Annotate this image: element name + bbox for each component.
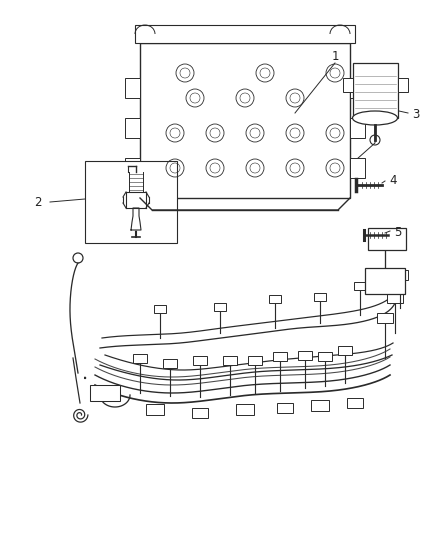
Bar	[154, 305, 166, 313]
Bar	[140, 43, 350, 198]
Bar	[135, 25, 355, 43]
Bar	[353, 63, 398, 118]
Bar	[368, 228, 406, 250]
Bar	[192, 408, 208, 418]
Bar	[223, 356, 237, 365]
Bar	[350, 158, 365, 178]
Bar	[377, 313, 393, 323]
Bar	[354, 282, 366, 290]
Bar	[269, 295, 281, 303]
Bar	[318, 352, 332, 361]
Bar	[133, 354, 147, 363]
Bar	[392, 270, 408, 280]
Text: 1: 1	[331, 50, 339, 62]
Bar	[248, 356, 262, 365]
Bar	[338, 346, 352, 355]
Bar	[365, 268, 405, 294]
Polygon shape	[131, 208, 141, 230]
Text: 3: 3	[412, 109, 420, 122]
Text: 2: 2	[34, 197, 42, 209]
Bar	[125, 78, 140, 98]
Text: 4: 4	[389, 174, 397, 188]
Bar	[146, 404, 164, 415]
Bar	[273, 352, 287, 361]
Bar	[125, 158, 140, 178]
Bar	[125, 118, 140, 138]
Bar	[277, 403, 293, 413]
Bar	[350, 118, 365, 138]
Bar	[347, 398, 363, 408]
Bar	[193, 356, 207, 365]
Bar	[163, 359, 177, 368]
Bar	[298, 351, 312, 360]
Text: 5: 5	[394, 227, 402, 239]
Bar	[350, 78, 365, 98]
Bar	[311, 400, 329, 411]
Bar	[236, 404, 254, 415]
Bar	[343, 78, 353, 92]
Ellipse shape	[353, 111, 398, 125]
Bar	[214, 303, 226, 311]
Bar	[398, 78, 407, 92]
Bar	[85, 161, 177, 243]
Bar	[314, 293, 326, 301]
Bar	[90, 385, 120, 401]
Bar	[387, 293, 403, 303]
